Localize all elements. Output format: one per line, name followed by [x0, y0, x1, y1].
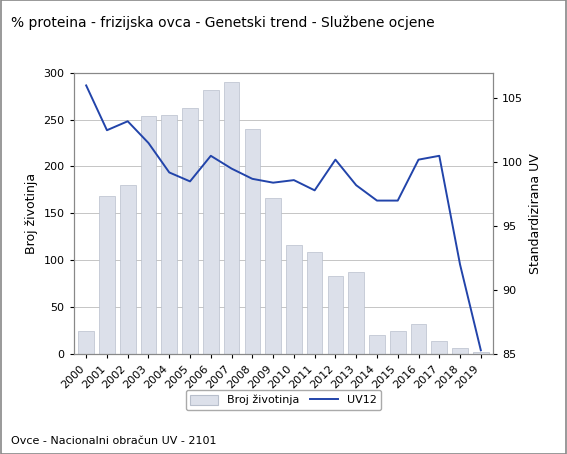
Bar	[162, 115, 177, 354]
Bar	[390, 331, 405, 354]
Bar	[120, 185, 136, 354]
X-axis label: Godina rođenja: Godina rođenja	[235, 396, 332, 409]
Bar	[452, 349, 468, 354]
Bar	[473, 352, 489, 354]
Bar	[78, 331, 94, 354]
Bar	[286, 245, 302, 354]
Text: Ovce - Nacionalni obračun UV - 2101: Ovce - Nacionalni obračun UV - 2101	[11, 436, 217, 446]
Bar	[141, 116, 156, 354]
Bar	[182, 109, 198, 354]
Y-axis label: Standardizirana UV: Standardizirana UV	[529, 153, 542, 274]
Text: % proteina - frizijska ovca - Genetski trend - Službene ocjene: % proteina - frizijska ovca - Genetski t…	[11, 16, 435, 30]
Bar	[265, 198, 281, 354]
Bar	[411, 324, 426, 354]
Bar	[431, 341, 447, 354]
Bar	[203, 90, 219, 354]
Bar	[244, 129, 260, 354]
Bar	[307, 252, 323, 354]
Bar	[224, 82, 239, 354]
Legend: Broj životinja, UV12: Broj životinja, UV12	[186, 390, 381, 410]
Bar	[99, 197, 115, 354]
Bar	[369, 336, 385, 354]
Y-axis label: Broj životinja: Broj životinja	[25, 173, 38, 254]
Bar	[328, 276, 343, 354]
Bar	[348, 271, 364, 354]
